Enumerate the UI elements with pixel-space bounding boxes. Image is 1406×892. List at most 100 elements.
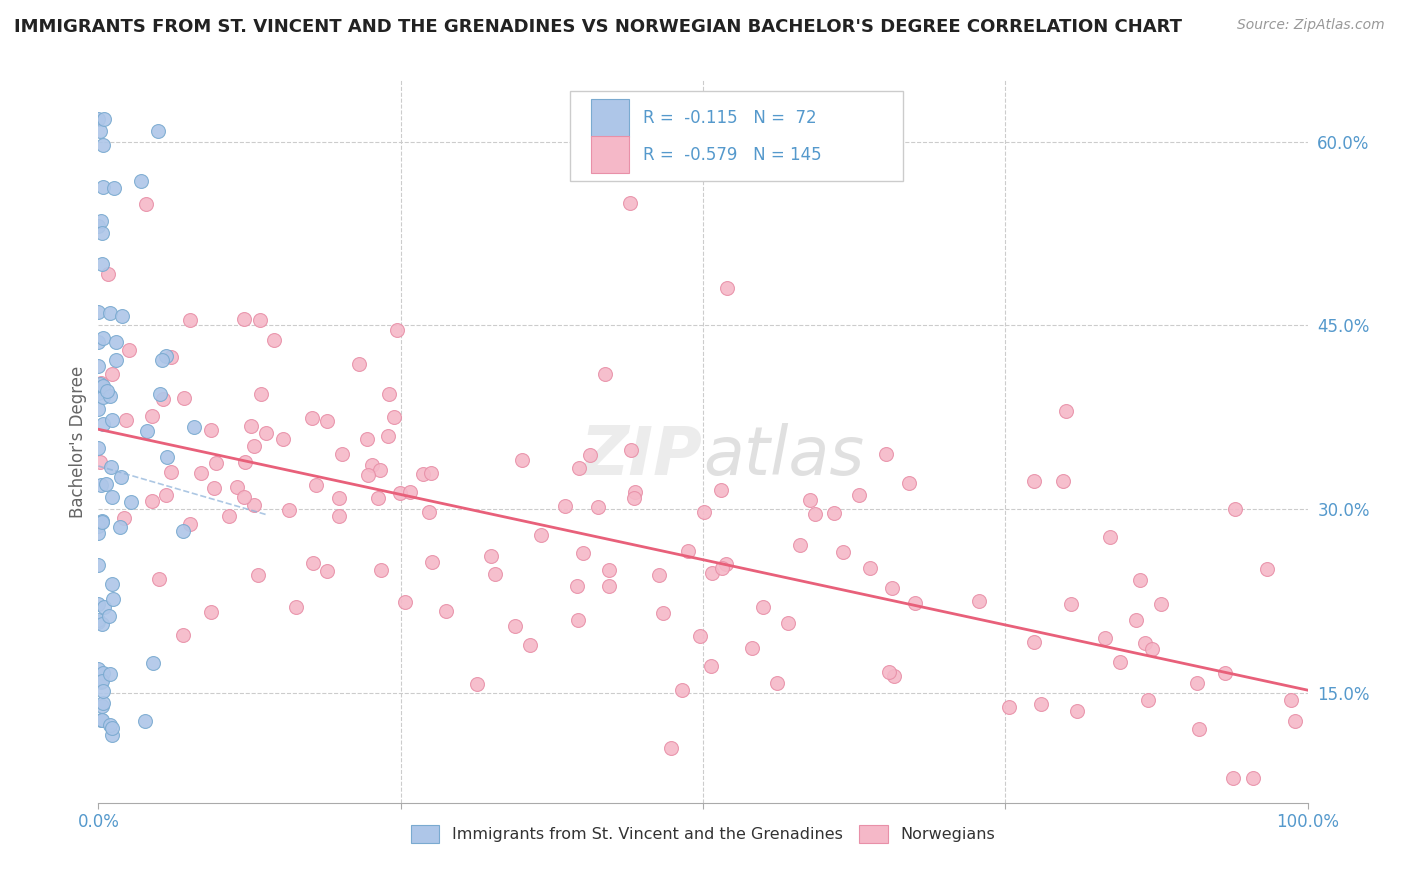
Point (1125, 613, 1147, 627)
Point (218, 509, 240, 524)
Point (134, 714, 156, 728)
Point (420, 555, 443, 569)
Point (789, 538, 811, 552)
Point (568, 460, 591, 475)
Point (799, 493, 821, 508)
Point (1066, 705, 1088, 719)
Point (519, 638, 541, 652)
Text: atlas: atlas (703, 423, 865, 489)
Point (367, 491, 389, 505)
Point (484, 567, 506, 582)
Point (101, 721, 124, 735)
Point (752, 599, 775, 614)
Point (243, 498, 266, 512)
Point (1094, 631, 1116, 645)
Point (328, 491, 350, 506)
Point (586, 500, 609, 514)
Point (1052, 474, 1074, 488)
Point (159, 350, 181, 364)
Point (87, 597, 110, 611)
Point (89, 455, 111, 469)
Point (152, 392, 174, 406)
Point (93, 112, 115, 126)
Point (620, 443, 643, 458)
Point (87, 613, 110, 627)
Point (91, 379, 114, 393)
Point (1140, 642, 1163, 657)
Text: IMMIGRANTS FROM ST. VINCENT AND THE GRENADINES VS NORWEGIAN BACHELOR'S DEGREE CO: IMMIGRANTS FROM ST. VINCENT AND THE GREN… (14, 18, 1182, 36)
Point (1150, 597, 1173, 611)
Point (205, 456, 228, 470)
Text: R =  -0.579   N = 145: R = -0.579 N = 145 (643, 145, 821, 163)
Point (479, 549, 502, 563)
Point (183, 420, 205, 434)
Point (94, 476, 117, 491)
Point (651, 606, 673, 620)
Point (87, 219, 110, 234)
Point (97, 608, 120, 623)
Point (804, 507, 827, 521)
Point (87, 334, 110, 349)
Point (104, 352, 127, 367)
Point (87, 519, 110, 533)
Point (103, 180, 125, 194)
Point (87, 402, 110, 417)
Point (823, 506, 845, 520)
Point (142, 656, 165, 670)
Point (1136, 692, 1159, 706)
Point (179, 516, 201, 531)
Point (172, 524, 194, 538)
Point (859, 560, 882, 574)
Point (91, 390, 114, 404)
Point (200, 605, 222, 619)
Point (898, 475, 921, 490)
Point (263, 333, 285, 347)
Point (91, 699, 114, 714)
Point (619, 195, 641, 210)
Point (877, 665, 900, 680)
Point (225, 480, 247, 494)
Point (678, 544, 700, 558)
Point (89, 124, 111, 138)
Point (90, 673, 112, 688)
FancyBboxPatch shape (591, 99, 630, 136)
Point (831, 544, 853, 558)
Point (91, 683, 114, 698)
Point (232, 311, 254, 326)
Point (1215, 665, 1237, 680)
Point (141, 409, 163, 424)
Point (278, 502, 301, 516)
Point (91, 696, 114, 710)
Point (87, 525, 110, 540)
Point (91, 666, 114, 681)
Point (101, 491, 124, 505)
Point (399, 484, 422, 499)
Point (243, 439, 266, 453)
Point (239, 419, 262, 434)
Point (150, 352, 173, 367)
Point (155, 349, 177, 363)
Point (434, 604, 457, 618)
Point (91, 417, 114, 431)
Point (91, 180, 114, 194)
Point (149, 386, 172, 401)
Point (89, 214, 111, 228)
Point (141, 493, 163, 508)
Point (135, 197, 157, 211)
Point (118, 343, 141, 358)
Point (97, 267, 120, 281)
Point (1031, 697, 1053, 711)
Point (766, 676, 789, 690)
Point (778, 615, 800, 630)
Point (271, 432, 294, 446)
Point (593, 367, 616, 381)
Point (904, 596, 927, 610)
Y-axis label: Bachelor's Degree: Bachelor's Degree (69, 366, 87, 517)
Point (93, 600, 115, 615)
Point (412, 467, 434, 481)
Point (101, 413, 124, 427)
Point (98, 306, 121, 320)
Point (648, 567, 671, 582)
Text: Source: ZipAtlas.com: Source: ZipAtlas.com (1237, 18, 1385, 32)
Point (254, 425, 277, 440)
